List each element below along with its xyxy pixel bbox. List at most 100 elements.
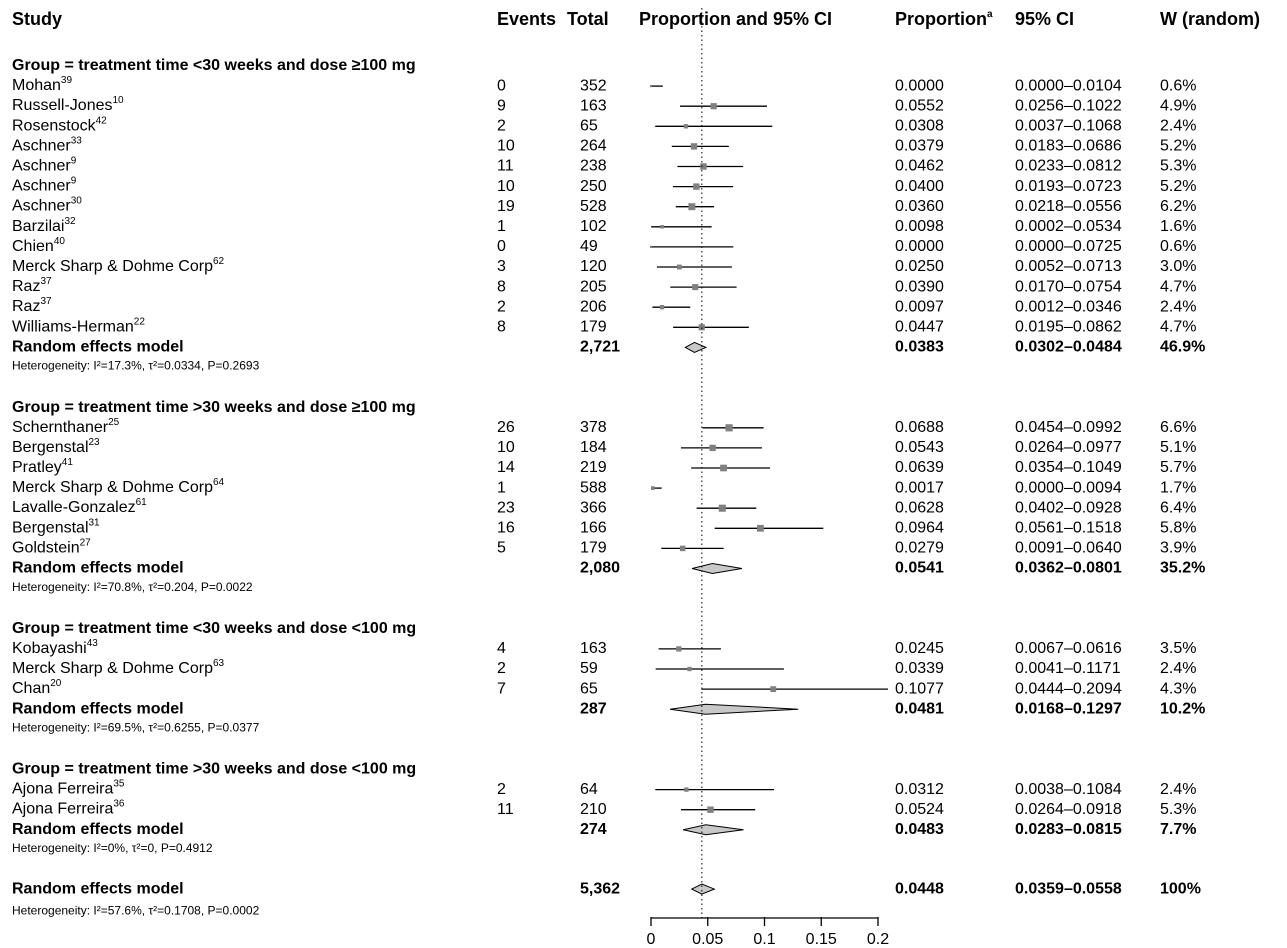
group-title: Group = treatment time <30 weeks and dos… bbox=[12, 57, 416, 74]
study-ref: 20 bbox=[50, 678, 62, 689]
summary-proportion: 0.0541 bbox=[895, 560, 944, 577]
study-name: Merck Sharp & Dohme Corp64 bbox=[12, 477, 225, 497]
study-name-text: Rosenstock bbox=[12, 118, 97, 135]
study-ref: 27 bbox=[80, 537, 92, 548]
weight: 1.7% bbox=[1160, 479, 1196, 496]
total: 179 bbox=[580, 319, 607, 336]
total: 163 bbox=[580, 97, 607, 114]
total: 352 bbox=[580, 77, 607, 94]
proportion: 0.0312 bbox=[895, 781, 944, 798]
study-ref: 39 bbox=[61, 75, 73, 86]
weight: 4.7% bbox=[1160, 319, 1196, 336]
estimate-square bbox=[649, 85, 653, 88]
summary-weight: 7.7% bbox=[1160, 821, 1196, 838]
estimate-square bbox=[688, 203, 696, 211]
study-name-text: Merck Sharp & Dohme Corp bbox=[12, 660, 213, 677]
weight: 2.4% bbox=[1160, 660, 1196, 677]
summary-proportion: 0.0483 bbox=[895, 821, 944, 838]
summary-diamond bbox=[669, 703, 799, 715]
events: 2 bbox=[497, 660, 506, 677]
estimate-square bbox=[770, 686, 777, 693]
weight: 4.7% bbox=[1160, 278, 1196, 295]
events: 0 bbox=[497, 77, 506, 94]
total: 250 bbox=[580, 178, 607, 195]
total: 210 bbox=[580, 801, 607, 818]
study-ref: 33 bbox=[71, 135, 83, 146]
study-name-text: Bergenstal bbox=[12, 520, 89, 537]
study-name: Aschner9 bbox=[12, 175, 77, 195]
weight: 5.2% bbox=[1160, 138, 1196, 155]
weight: 5.3% bbox=[1160, 801, 1196, 818]
events: 4 bbox=[497, 640, 506, 657]
weight: 5.8% bbox=[1160, 520, 1196, 537]
proportion: 0.0000 bbox=[895, 77, 944, 94]
study-name: Aschner30 bbox=[12, 195, 82, 215]
summary-name: Random effects model bbox=[12, 700, 184, 717]
estimate-square bbox=[679, 545, 686, 552]
x-tick-label: 0 bbox=[647, 931, 656, 948]
summary-diamond bbox=[691, 562, 742, 575]
x-tick-label: 0.05 bbox=[692, 931, 723, 948]
ci: 0.0002–0.0534 bbox=[1015, 218, 1122, 235]
weight: 3.0% bbox=[1160, 258, 1196, 275]
study-ref: 41 bbox=[62, 457, 74, 468]
study-name-text: Mohan bbox=[12, 77, 61, 94]
study-name: Kobayashi43 bbox=[12, 638, 98, 658]
total: 205 bbox=[580, 278, 607, 295]
study-name: Rosenstock42 bbox=[12, 115, 107, 135]
estimate-square bbox=[651, 486, 655, 490]
estimate-square bbox=[710, 103, 717, 110]
summary-weight: 10.2% bbox=[1160, 700, 1205, 717]
study-ref: 9 bbox=[71, 155, 77, 166]
estimate-square bbox=[684, 787, 689, 792]
ci: 0.0037–0.1068 bbox=[1015, 118, 1122, 135]
summary-ci: 0.0362–0.0801 bbox=[1015, 560, 1122, 577]
study-ref: 37 bbox=[40, 296, 52, 307]
weight: 2.4% bbox=[1160, 781, 1196, 798]
study-name-text: Aschner bbox=[12, 158, 71, 175]
estimate-square bbox=[700, 163, 707, 170]
study-name: Bergenstal31 bbox=[12, 517, 100, 537]
x-tick-label: 0.2 bbox=[867, 931, 889, 948]
study-name: Bergenstal23 bbox=[12, 437, 100, 457]
proportion: 0.0097 bbox=[895, 298, 944, 315]
proportion: 0.0098 bbox=[895, 218, 944, 235]
study-name-text: Schernthaner bbox=[12, 419, 109, 436]
study-name: Ajona Ferreira35 bbox=[12, 778, 125, 798]
proportion: 0.0628 bbox=[895, 499, 944, 516]
summary-proportion: 0.0383 bbox=[895, 339, 944, 356]
ci: 0.0052–0.0713 bbox=[1015, 258, 1122, 275]
ci: 0.0000–0.0725 bbox=[1015, 238, 1122, 255]
estimate-square bbox=[692, 284, 699, 291]
events: 9 bbox=[497, 97, 506, 114]
proportion: 0.0017 bbox=[895, 479, 944, 496]
heterogeneity: Heterogeneity: I²=0%, τ²=0, P=0.4912 bbox=[12, 841, 213, 855]
study-name: Russell-Jones10 bbox=[12, 95, 124, 115]
header-plot: Proportion and 95% CI bbox=[639, 9, 832, 29]
header-total: Total bbox=[567, 9, 609, 29]
weight: 0.6% bbox=[1160, 77, 1196, 94]
study-name-text: Russell-Jones bbox=[12, 97, 112, 114]
weight: 0.6% bbox=[1160, 238, 1196, 255]
study-ref: 36 bbox=[113, 798, 125, 809]
proportion: 0.0543 bbox=[895, 439, 944, 456]
proportion: 0.0308 bbox=[895, 118, 944, 135]
plot-area bbox=[649, 85, 888, 895]
proportion: 0.0000 bbox=[895, 238, 944, 255]
ci: 0.0454–0.0992 bbox=[1015, 419, 1122, 436]
weight: 3.5% bbox=[1160, 640, 1196, 657]
summary-diamond bbox=[684, 341, 708, 353]
estimate-square bbox=[649, 245, 653, 248]
ci: 0.0256–0.1022 bbox=[1015, 97, 1122, 114]
events: 2 bbox=[497, 298, 506, 315]
events: 0 bbox=[497, 238, 506, 255]
total: 163 bbox=[580, 640, 607, 657]
total: 65 bbox=[580, 118, 598, 135]
ci: 0.0170–0.0754 bbox=[1015, 278, 1122, 295]
study-ref: 64 bbox=[213, 477, 225, 488]
total: 238 bbox=[580, 158, 607, 175]
summary-total: 274 bbox=[580, 821, 607, 838]
events: 8 bbox=[497, 319, 506, 336]
study-name-text: Goldstein bbox=[12, 540, 80, 557]
estimate-square bbox=[676, 264, 682, 270]
